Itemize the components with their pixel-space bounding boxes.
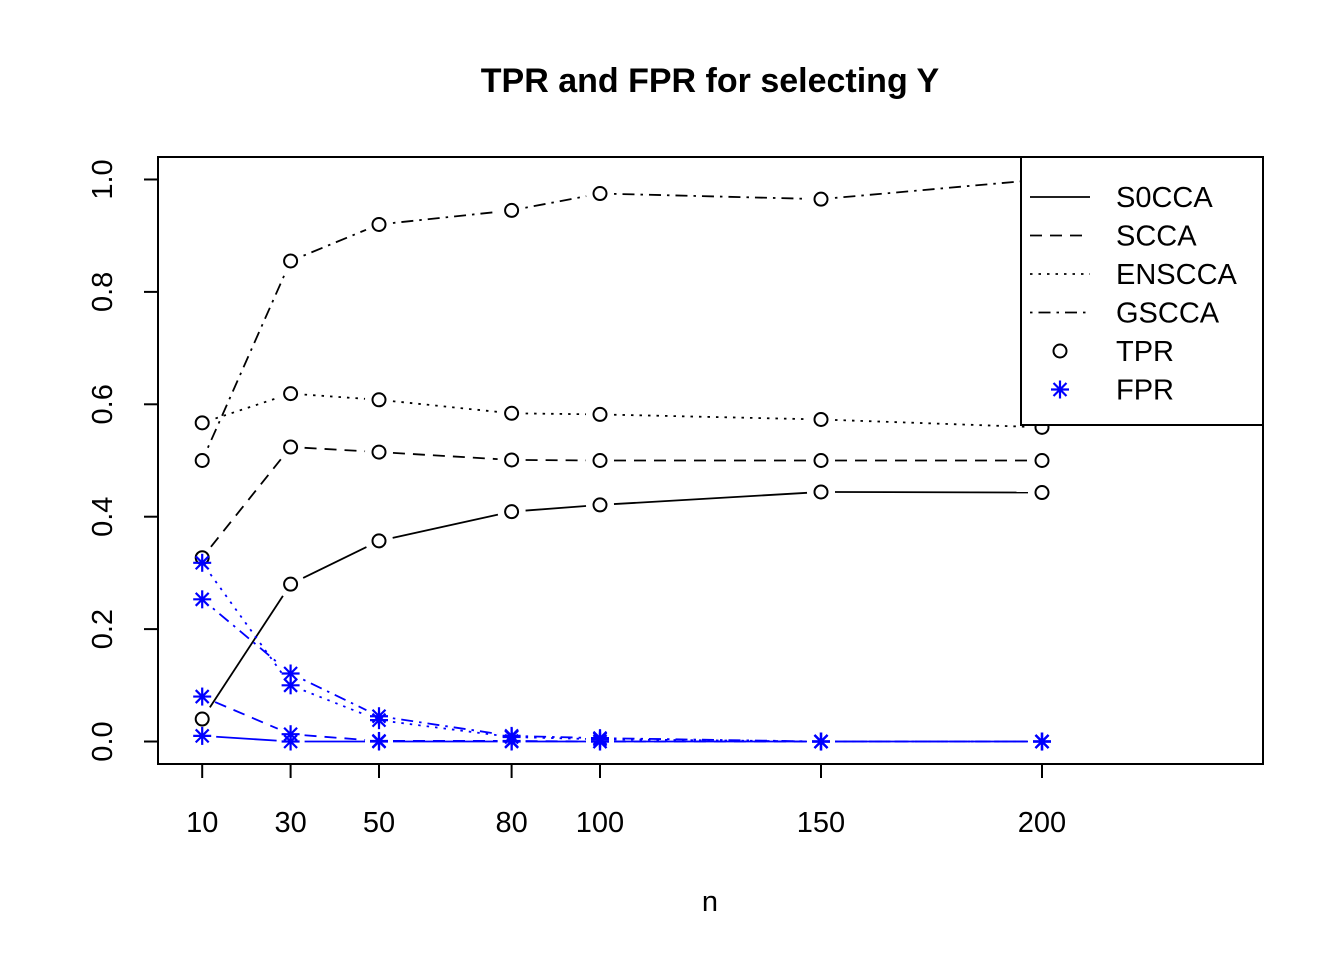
- legend: S0CCA SCCA ENSCCA GSCCA TPR FPR: [1020, 156, 1264, 426]
- x-axis: 10 30 50 80 100 150 200: [186, 763, 1066, 839]
- gscca-fpr-point: [502, 726, 521, 745]
- gscca-tpr-line-segment: [303, 228, 367, 257]
- gscca-tpr-line-segment: [392, 210, 498, 224]
- gscca-fpr-point: [370, 707, 388, 726]
- y-tick-label: 0.2: [87, 609, 119, 649]
- x-tick-label: 100: [576, 807, 624, 839]
- gscca-fpr-point: [281, 664, 300, 683]
- y-tick-label: 0.0: [87, 721, 119, 761]
- gscca-tpr-point: [283, 253, 299, 269]
- scca-tpr-point: [283, 439, 299, 455]
- enscca-fpr-line-segment: [303, 689, 367, 716]
- s0cca-tpr-point: [194, 711, 210, 727]
- s0cca-tpr-line-segment: [209, 595, 284, 708]
- s0cca-tpr-point: [813, 484, 829, 500]
- gscca-tpr-point: [504, 202, 520, 218]
- scca-fpr-line-segment: [214, 701, 279, 730]
- enscca-tpr-line-segment: [525, 412, 587, 416]
- legend-enscca-label: ENSCCA: [1116, 259, 1238, 291]
- legend-tpr-label: TPR: [1116, 336, 1174, 368]
- s0cca-tpr-line-segment: [302, 546, 367, 579]
- x-tick-label: 10: [186, 807, 218, 839]
- y-tick-label: 0.6: [87, 384, 119, 424]
- y-axis: 0.0 0.2 0.4 0.6 0.8 1.0: [87, 159, 159, 762]
- gscca-fpr-line-segment: [302, 678, 367, 711]
- enscca-tpr-point: [194, 415, 210, 431]
- scca-tpr-point: [1034, 453, 1050, 468]
- s0cca-tpr-line-segment: [525, 505, 587, 512]
- x-tick-label: 30: [274, 807, 306, 839]
- gscca-fpr-point: [812, 732, 830, 751]
- s0cca-tpr-line-segment: [392, 513, 499, 539]
- gscca-tpr-point: [813, 191, 829, 207]
- enscca-tpr-point: [371, 392, 387, 408]
- gscca-tpr-point: [194, 453, 210, 468]
- s0cca-tpr-point: [504, 504, 520, 520]
- gscca-tpr-point: [592, 186, 608, 202]
- enscca-tpr-line-segment: [392, 400, 498, 413]
- gscca-fpr-point: [591, 729, 609, 748]
- x-tick-label: 150: [797, 807, 845, 839]
- scca-fpr-line-segment: [304, 734, 366, 741]
- gscca-tpr-line-segment: [613, 192, 808, 200]
- legend-fpr-marker: [1051, 380, 1069, 399]
- s0cca-tpr-point: [1034, 485, 1050, 501]
- y-tick-label: 0.8: [87, 272, 119, 312]
- enscca-tpr-line-segment: [215, 397, 278, 420]
- y-tick-label: 0.4: [87, 497, 119, 537]
- gscca-tpr-line-segment: [525, 195, 587, 209]
- enscca-tpr-point: [504, 405, 520, 421]
- series-lines: [207, 179, 1029, 743]
- gscca-tpr-line-segment: [207, 273, 286, 449]
- scca-tpr-point: [504, 452, 520, 468]
- s0cca-tpr-line-segment: [613, 491, 808, 505]
- gscca-fpr-line-segment: [392, 717, 498, 735]
- enscca-tpr-point: [283, 386, 299, 402]
- gscca-fpr-line-segment: [525, 735, 587, 739]
- legend-box: [1020, 156, 1264, 426]
- enscca-fpr-line-segment: [209, 573, 284, 675]
- scca-tpr-point: [371, 444, 387, 460]
- x-tick-label: 50: [363, 807, 395, 839]
- enscca-tpr-line-segment: [613, 413, 808, 421]
- enscca-tpr-point: [592, 406, 608, 422]
- s0cca-tpr-point: [371, 533, 387, 549]
- scca-fpr-point: [193, 687, 212, 706]
- scca-fpr-point: [370, 731, 388, 750]
- scca-tpr-line-segment: [392, 452, 498, 461]
- x-axis-label: n: [702, 886, 718, 918]
- enscca-fpr-line-segment: [392, 721, 498, 737]
- scca-tpr-point: [592, 453, 608, 468]
- gscca-fpr-line-segment: [613, 737, 808, 743]
- enscca-tpr-point: [813, 411, 829, 427]
- legend-tpr-marker: [1052, 343, 1068, 359]
- s0cca-tpr-point: [592, 497, 608, 513]
- x-tick-label: 80: [495, 807, 527, 839]
- enscca-fpr-point: [193, 553, 212, 572]
- chart-title: TPR and FPR for selecting Y: [481, 62, 940, 100]
- s0cca-fpr-point: [193, 726, 212, 745]
- gscca-tpr-line-segment: [834, 179, 1029, 199]
- s0cca-fpr-line-segment: [216, 735, 277, 742]
- legend-s0cca-label: S0CCA: [1116, 182, 1213, 214]
- scca-tpr-point: [813, 453, 829, 468]
- scca-tpr-line-segment: [304, 446, 366, 453]
- y-tick-label: 1.0: [87, 159, 119, 199]
- gscca-fpr-point: [193, 590, 212, 609]
- legend-gscca-label: GSCCA: [1116, 298, 1220, 330]
- enscca-tpr-line-segment: [304, 393, 366, 400]
- x-tick-label: 200: [1018, 807, 1066, 839]
- legend-scca-label: SCCA: [1116, 221, 1197, 253]
- enscca-tpr-line-segment: [834, 419, 1029, 428]
- gscca-fpr-point: [1033, 732, 1051, 751]
- legend-fpr-label: FPR: [1116, 375, 1174, 407]
- scca-fpr-point: [281, 725, 300, 744]
- enscca-fpr-line-segment: [525, 736, 587, 740]
- gscca-tpr-point: [371, 216, 387, 232]
- s0cca-tpr-point: [283, 576, 299, 592]
- scca-tpr-line-segment: [210, 457, 283, 548]
- gscca-fpr-line-segment: [212, 607, 281, 666]
- series-points: [193, 171, 1051, 751]
